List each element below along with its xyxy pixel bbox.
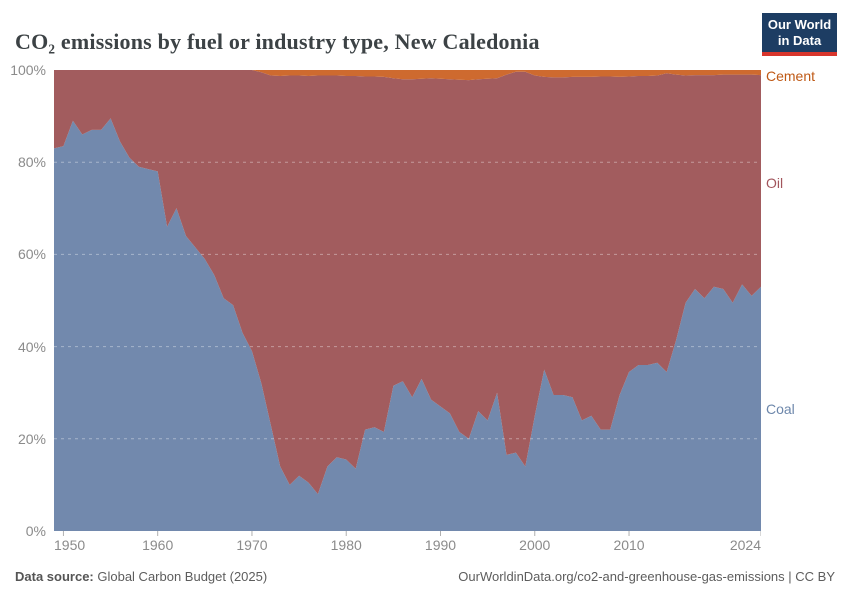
- chart-footer: Data source: Global Carbon Budget (2025)…: [15, 569, 835, 584]
- x-axis-label-2010: 2010: [613, 537, 645, 553]
- x-axis-label-1980: 1980: [330, 537, 362, 553]
- stacked-area-plot[interactable]: [54, 70, 761, 538]
- page-title: CO₂ emissions by fuel or industry type, …: [15, 28, 540, 54]
- y-axis-label-80: 80%: [17, 154, 46, 171]
- owid-logo[interactable]: Our World in Data: [762, 13, 837, 56]
- x-axis-label-1990: 1990: [424, 537, 457, 553]
- y-axis-label-20: 20%: [17, 430, 46, 447]
- data-source-value: Global Carbon Budget (2025): [93, 569, 268, 584]
- area-cement[interactable]: [54, 70, 761, 81]
- license-credit-link[interactable]: OurWorldinData.org/co2-and-greenhouse-ga…: [458, 569, 835, 584]
- y-axis-label-40: 40%: [17, 338, 46, 355]
- x-axis-label-1960: 1960: [142, 537, 174, 553]
- x-axis-label-2000: 2000: [519, 537, 551, 553]
- x-axis-label-2024: 2024: [729, 537, 761, 553]
- x-axis-label-1970: 1970: [236, 537, 268, 553]
- y-axis-label-0: 0%: [25, 523, 46, 539]
- x-axis-label-1950: 1950: [54, 537, 86, 553]
- y-axis-label-60: 60%: [17, 246, 46, 263]
- y-axis-label-100: 100%: [10, 62, 46, 78]
- area-coal[interactable]: [54, 118, 761, 532]
- owid-logo-line2: in Data: [777, 33, 822, 48]
- data-source-note: Data source: Global Carbon Budget (2025): [15, 569, 267, 584]
- owid-logo-line1: Our World: [767, 17, 832, 32]
- data-source-label: Data source:: [15, 569, 94, 584]
- series-label-oil[interactable]: Oil: [766, 175, 784, 191]
- series-label-coal[interactable]: Coal: [766, 401, 795, 417]
- series-label-cement[interactable]: Cement: [766, 68, 816, 84]
- area-oil[interactable]: [54, 70, 761, 495]
